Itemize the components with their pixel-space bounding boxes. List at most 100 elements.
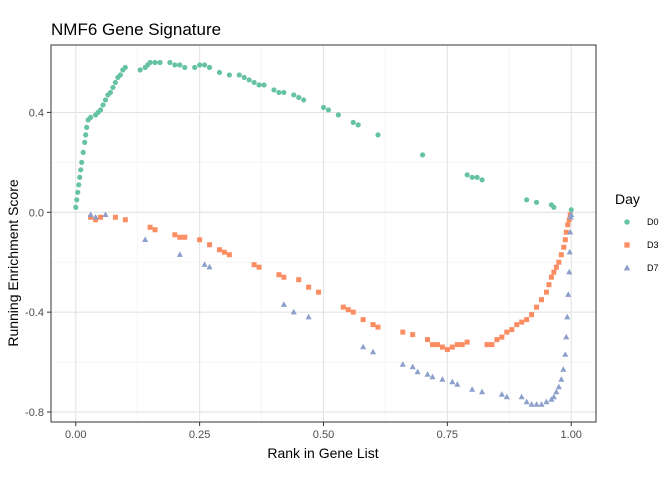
data-point-D7 [439,376,446,382]
data-point-D3 [464,339,470,345]
data-point-D0 [84,124,90,130]
data-point-D3 [551,269,557,275]
data-point-D3 [566,217,572,223]
legend-key-D7 [623,264,631,271]
ticks-layer: 0.00 0.25 0.50 0.75 1.00 -0.8 -0.4 0.0 0.4 [25,107,582,441]
data-point-D0 [568,207,574,213]
data-point-D7 [102,211,109,217]
data-point-D3 [459,342,465,348]
data-point-D3 [296,277,302,283]
data-point-D0 [524,197,530,203]
legend-key-D3 [624,242,630,248]
x-tick-label: 1.00 [561,429,582,441]
data-point-D3 [539,297,544,303]
data-point-D3 [444,347,450,353]
data-point-D3 [122,217,128,223]
data-point-D0 [256,82,262,88]
legend-label-D3: D3 [647,240,659,250]
data-point-D0 [147,59,153,66]
chart-title: NMF6 Gene Signature [51,20,221,39]
series-D0 [73,59,574,213]
data-point-D7 [563,333,570,340]
data-point-D0 [533,199,540,205]
data-point-D3 [561,244,567,250]
data-point-D0 [167,59,173,66]
data-point-D3 [221,249,227,255]
data-point-D0 [80,149,86,155]
data-point-D3 [375,324,381,330]
data-point-D0 [246,77,252,83]
data-point-D7 [555,383,562,390]
data-point-D3 [350,309,356,315]
data-point-D3 [553,264,559,270]
data-point-D0 [201,62,208,68]
data-point-D7 [369,348,377,355]
data-point-D0 [77,174,83,180]
data-point-D3 [172,232,178,238]
data-point-D0 [197,62,203,68]
points-layer [73,59,575,407]
data-point-D3 [112,214,118,220]
data-point-D0 [355,122,361,128]
data-point-D3 [499,334,505,340]
data-point-D7 [518,393,525,400]
data-point-D0 [137,67,143,73]
data-point-D7 [553,388,560,395]
data-point-D0 [271,87,277,93]
data-point-D7 [449,378,456,385]
data-point-D3 [216,247,222,253]
data-point-D3 [509,327,515,333]
data-point-D3 [316,289,322,295]
data-point-D3 [177,234,183,240]
series-D7 [87,211,575,407]
data-point-D0 [320,104,327,111]
data-point-D0 [226,72,232,78]
y-tick-label: -0.8 [25,407,44,419]
data-point-D7 [469,386,476,392]
data-point-D7 [567,228,574,235]
data-point-D3 [410,332,416,338]
data-point-D7 [560,366,567,372]
data-point-D0 [241,74,247,81]
data-point-D7 [533,401,540,407]
data-point-D3 [306,284,312,290]
data-point-D7 [566,268,573,275]
data-point-D0 [117,72,123,78]
data-point-D0 [82,139,88,145]
legend-label-D7: D7 [647,263,659,273]
data-point-D3 [276,272,282,278]
legend-label-D0: D0 [647,217,659,227]
data-point-D3 [256,264,262,270]
data-point-D3 [207,242,213,248]
data-point-D0 [78,167,84,173]
grid-layer [51,45,596,422]
data-point-D7 [429,373,436,380]
data-point-D3 [88,214,94,220]
y-tick-label: -0.4 [25,307,44,319]
data-point-D7 [538,401,545,407]
data-point-D7 [558,376,565,382]
y-tick-label: 0.0 [29,207,44,219]
data-point-D7 [562,351,569,357]
data-point-D3 [546,282,552,288]
data-point-D7 [201,261,208,267]
data-point-D0 [73,204,79,210]
data-point-D3 [524,317,530,323]
data-point-D0 [79,159,85,165]
data-point-D0 [100,102,106,108]
series-D3 [88,212,573,353]
data-point-D0 [464,172,470,178]
data-point-D3 [400,329,406,335]
data-point-D7 [87,211,94,217]
data-point-D7 [543,398,550,405]
data-point-D3 [534,304,540,310]
data-point-D7 [550,393,557,400]
data-point-D3 [519,319,525,325]
x-tick-label: 0.25 [189,429,210,441]
data-point-D0 [177,62,183,68]
data-point-D3 [425,337,431,343]
data-point-D0 [281,89,287,96]
data-point-D3 [489,342,495,348]
data-point-D3 [345,307,351,313]
